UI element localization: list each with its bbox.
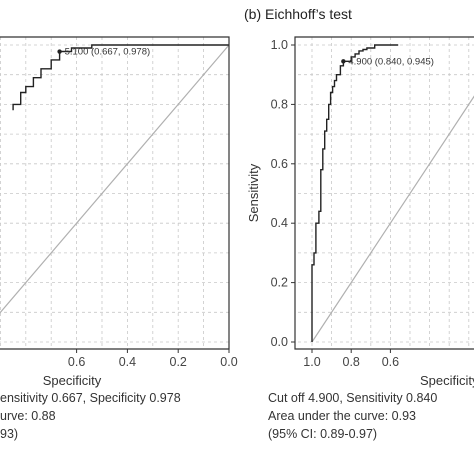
reference-diagonal bbox=[311, 95, 474, 343]
x-tick-label: 0.4 bbox=[119, 355, 136, 369]
y-axis-label: Sensitivity bbox=[246, 163, 261, 222]
cutoff-point bbox=[341, 59, 346, 64]
y-tick-label: 0.8 bbox=[271, 97, 288, 111]
panel-b-footer: Cut off 4.900, Sensitivity 0.840 Area un… bbox=[268, 389, 437, 443]
cutoff-label: 5.100 (0.667, 0.978) bbox=[65, 47, 151, 58]
panel-b-footer-line-3: (95% CI: 0.89-0.97) bbox=[268, 427, 378, 441]
panel-b-label: (b) bbox=[244, 6, 262, 22]
panel-b-footer-line-2: Area under the curve: 0.93 bbox=[268, 409, 417, 423]
x-tick-label: 0.2 bbox=[170, 355, 187, 369]
cutoff-point bbox=[57, 49, 62, 54]
panel-a-footer-line-2: urve: 0.88 bbox=[0, 409, 56, 423]
panel-a-footer: ensitivity 0.667, Specificity 0.978 urve… bbox=[0, 389, 181, 443]
y-tick-label: 0.4 bbox=[271, 216, 288, 230]
plot-frame-b bbox=[294, 36, 474, 350]
plot-area-a: 5.100 (0.667, 0.978) bbox=[0, 37, 229, 349]
panel-b-title: Eichhoff’s test bbox=[265, 6, 352, 22]
plot-area-b: 4.900 (0.840, 0.945) bbox=[295, 37, 474, 349]
y-tick-label: 0.2 bbox=[271, 276, 288, 290]
roc-curve bbox=[12, 44, 229, 111]
roc-curve bbox=[311, 44, 399, 342]
x-axis-label: Specificity bbox=[43, 373, 102, 388]
y-tick-label: 0.0 bbox=[271, 335, 288, 349]
panel-a-footer-line-3: 93) bbox=[0, 427, 19, 441]
y-tick-label: 0.6 bbox=[271, 157, 288, 171]
x-tick-label: 1.0 bbox=[303, 355, 320, 369]
panel-b-footer-line-1: Cut off 4.900, Sensitivity 0.840 bbox=[268, 391, 438, 405]
x-axis-label: Specificity bbox=[420, 373, 474, 388]
x-tick-label: 0.0 bbox=[220, 355, 237, 369]
x-tick-label: 0.8 bbox=[343, 355, 360, 369]
x-tick-label: 0.6 bbox=[382, 355, 399, 369]
reference-diagonal bbox=[0, 44, 229, 314]
x-tick-label: 0.6 bbox=[68, 355, 85, 369]
panel-a-footer-line-1: ensitivity 0.667, Specificity 0.978 bbox=[0, 391, 181, 405]
y-tick-label: 1.0 bbox=[271, 38, 288, 52]
cutoff-label: 4.900 (0.840, 0.945) bbox=[348, 56, 434, 67]
plot-frame-a bbox=[0, 36, 230, 350]
